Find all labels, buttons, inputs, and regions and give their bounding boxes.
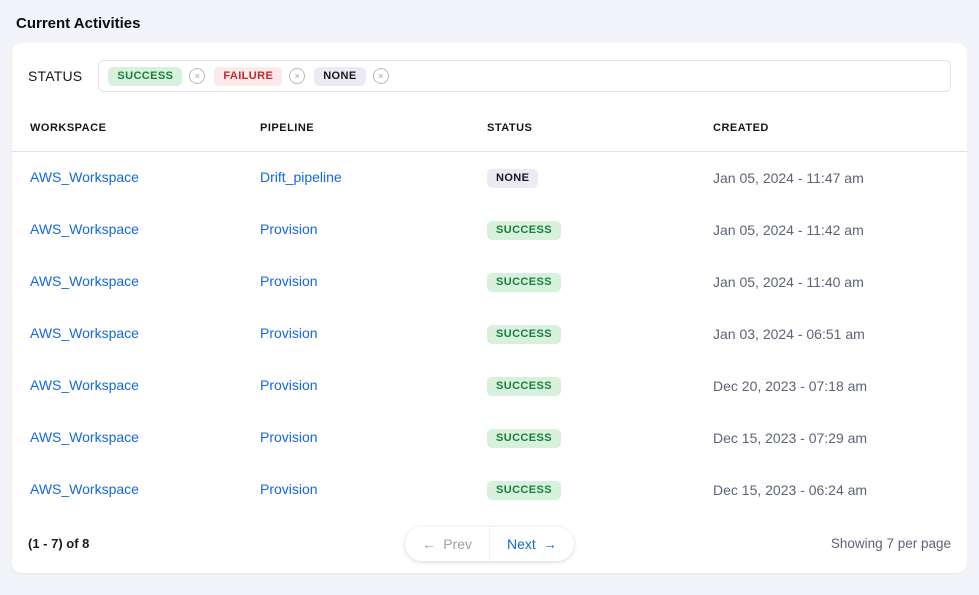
table-row: AWS_Workspace Provision SUCCESS Dec 15, …: [12, 412, 967, 464]
created-cell: Jan 05, 2024 - 11:40 am: [713, 274, 864, 290]
pipeline-link[interactable]: Provision: [260, 481, 318, 497]
remove-chip-icon[interactable]: ×: [189, 68, 206, 84]
status-badge: SUCCESS: [487, 273, 561, 292]
table-footer: (1 - 7) of 8 ← Prev Next → Showing 7 per…: [12, 516, 967, 573]
workspace-link[interactable]: AWS_Workspace: [30, 429, 139, 445]
pipeline-link[interactable]: Provision: [260, 221, 318, 237]
pipeline-link[interactable]: Provision: [260, 273, 318, 289]
pagination-controls: ← Prev Next →: [405, 526, 574, 561]
page-title: Current Activities: [16, 15, 141, 32]
table-row: AWS_Workspace Provision SUCCESS Jan 03, …: [12, 308, 967, 360]
pagination-range-text: (1 - 7) of 8: [28, 536, 90, 551]
status-chip-label: FAILURE: [214, 66, 283, 86]
pipeline-link[interactable]: Provision: [260, 377, 318, 393]
current-activities-page: Current Activities STATUS SUCCESS × FAIL…: [12, 15, 967, 573]
status-chip-label: SUCCESS: [108, 66, 183, 86]
prev-button[interactable]: ← Prev: [405, 526, 489, 561]
next-button-label: Next: [507, 535, 536, 552]
table-header-row: WORKSPACE PIPELINE STATUS CREATED: [12, 105, 967, 152]
status-filter-chip: SUCCESS ×: [108, 66, 206, 86]
status-badge: SUCCESS: [487, 325, 561, 344]
column-header-pipeline: PIPELINE: [260, 122, 315, 134]
created-cell: Jan 05, 2024 - 11:42 am: [713, 222, 864, 238]
status-badge: SUCCESS: [487, 377, 561, 396]
table-row: AWS_Workspace Drift_pipeline NONE Jan 05…: [12, 152, 967, 204]
status-filter-chip: FAILURE ×: [214, 66, 306, 86]
created-cell: Jan 05, 2024 - 11:47 am: [713, 170, 864, 186]
status-filter-row: STATUS SUCCESS × FAILURE × NONE ×: [12, 43, 967, 105]
status-badge: SUCCESS: [487, 221, 561, 240]
right-arrow-icon: →: [542, 535, 557, 552]
column-header-status: STATUS: [487, 122, 533, 134]
created-cell: Dec 15, 2023 - 06:24 am: [713, 482, 868, 498]
column-header-workspace: WORKSPACE: [30, 122, 107, 134]
workspace-link[interactable]: AWS_Workspace: [30, 325, 139, 341]
table-row: AWS_Workspace Provision SUCCESS Dec 20, …: [12, 360, 967, 412]
created-cell: Dec 15, 2023 - 07:29 am: [713, 430, 868, 446]
left-arrow-icon: ←: [422, 535, 437, 552]
workspace-link[interactable]: AWS_Workspace: [30, 273, 139, 289]
next-button[interactable]: Next →: [489, 526, 574, 561]
pipeline-link[interactable]: Provision: [260, 325, 318, 341]
remove-chip-icon[interactable]: ×: [289, 68, 306, 84]
workspace-link[interactable]: AWS_Workspace: [30, 169, 139, 185]
workspace-link[interactable]: AWS_Workspace: [30, 481, 139, 497]
table-row: AWS_Workspace Provision SUCCESS Jan 05, …: [12, 256, 967, 308]
pipeline-link[interactable]: Provision: [260, 429, 318, 445]
status-badge: NONE: [487, 169, 539, 188]
workspace-link[interactable]: AWS_Workspace: [30, 377, 139, 393]
column-header-created: CREATED: [713, 122, 769, 134]
per-page-text: Showing 7 per page: [830, 536, 951, 551]
created-cell: Dec 20, 2023 - 07:18 am: [713, 378, 868, 394]
activities-card: STATUS SUCCESS × FAILURE × NONE × WORKSP…: [12, 43, 967, 573]
pipeline-link[interactable]: Drift_pipeline: [260, 169, 342, 185]
table-row: AWS_Workspace Provision SUCCESS Jan 05, …: [12, 204, 967, 256]
table-row: AWS_Workspace Provision SUCCESS Dec 15, …: [12, 464, 967, 516]
prev-button-label: Prev: [443, 535, 472, 552]
status-chip-label: NONE: [314, 66, 366, 86]
status-badge: SUCCESS: [487, 481, 561, 500]
workspace-link[interactable]: AWS_Workspace: [30, 221, 139, 237]
activities-table-body: AWS_Workspace Drift_pipeline NONE Jan 05…: [12, 152, 967, 516]
status-filter-chip: NONE ×: [314, 66, 389, 86]
status-badge: SUCCESS: [487, 429, 561, 448]
created-cell: Jan 03, 2024 - 06:51 am: [713, 326, 865, 342]
status-filter-label: STATUS: [28, 68, 83, 84]
status-filter-input[interactable]: SUCCESS × FAILURE × NONE ×: [98, 60, 951, 92]
remove-chip-icon[interactable]: ×: [372, 68, 389, 84]
